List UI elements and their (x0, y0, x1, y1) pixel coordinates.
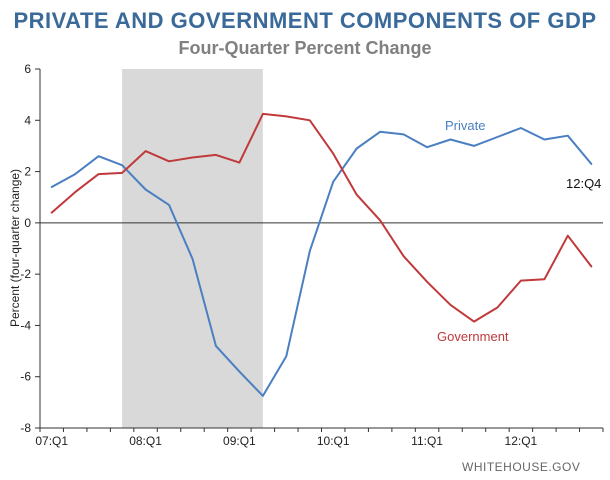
series-label-government: Government (437, 329, 509, 344)
y-axis-title: Percent (four-quarter change) (8, 169, 22, 327)
x-tick-label: 07:Q1 (35, 434, 68, 448)
series-line-government (50, 112, 593, 323)
y-tick-label: -2 (20, 267, 31, 281)
x-tick-label: 11:Q1 (411, 434, 443, 448)
chart-subtitle: Four-Quarter Percent Change (178, 38, 432, 58)
y-tick-label: 2 (24, 165, 31, 179)
end-annotation: 12:Q4 (566, 176, 601, 191)
source-label: WHITEHOUSE.GOV (462, 460, 581, 474)
y-tick-label: -4 (20, 318, 31, 332)
x-tick-label: 08:Q1 (129, 434, 162, 448)
y-tick-label: 6 (24, 62, 31, 76)
y-tick-label: 4 (24, 113, 31, 127)
recession-shading (122, 69, 263, 428)
chart-title: PRIVATE AND GOVERNMENT COMPONENTS OF GDP (13, 8, 597, 33)
y-tick-label: -8 (20, 421, 31, 435)
x-tick-label: 09:Q1 (223, 434, 256, 448)
y-tick-label: 0 (24, 216, 31, 230)
x-tick-label: 12:Q1 (505, 434, 538, 448)
y-tick-label: -6 (20, 370, 31, 384)
series-label-private: Private (445, 118, 485, 133)
series-line-private (50, 127, 593, 397)
x-tick-label: 10:Q1 (317, 434, 350, 448)
